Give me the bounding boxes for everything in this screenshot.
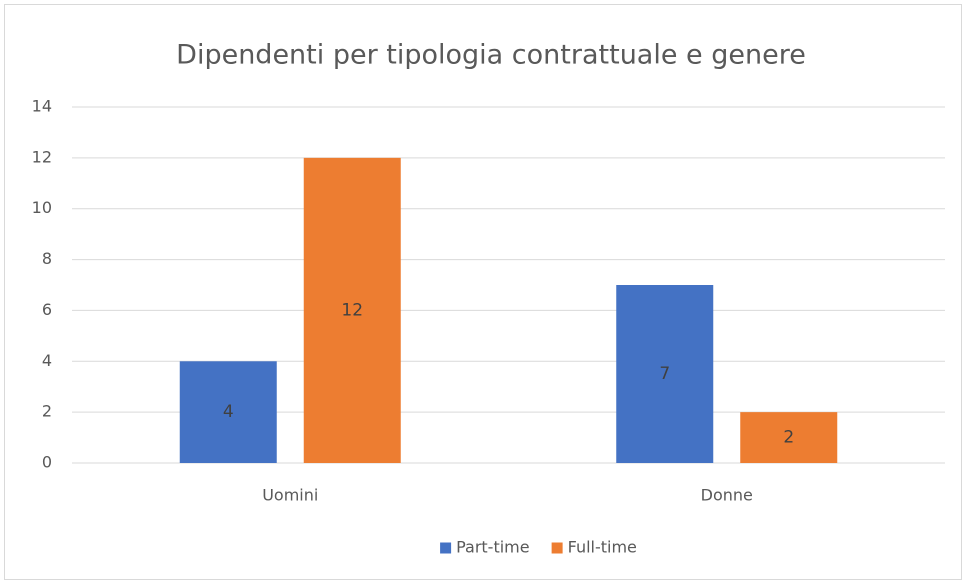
bar <box>303 157 401 463</box>
legend-label: Part-time <box>456 538 530 557</box>
y-tick-label: 4 <box>42 351 52 370</box>
x-tick-label: Uomini <box>262 486 318 505</box>
legend-swatch <box>551 542 563 554</box>
bar <box>740 412 838 463</box>
data-label: 7 <box>659 364 670 384</box>
bar <box>179 361 277 463</box>
y-tick-label: 2 <box>42 402 52 421</box>
y-tick-label: 8 <box>42 249 52 268</box>
y-tick-label: 6 <box>42 300 52 319</box>
bar <box>616 285 714 463</box>
y-tick-label: 10 <box>32 198 52 217</box>
y-tick-label: 14 <box>32 97 52 116</box>
legend-swatch <box>440 542 452 554</box>
legend-label: Full-time <box>568 538 637 557</box>
data-label: 12 <box>341 300 363 320</box>
y-tick-label: 0 <box>42 453 52 472</box>
data-label: 4 <box>223 402 234 422</box>
chart-title: Dipendenti per tipologia contrattuale e … <box>176 40 806 71</box>
x-tick-label: Donne <box>701 486 753 505</box>
y-tick-label: 12 <box>32 147 52 166</box>
chart-border <box>4 4 962 580</box>
data-label: 2 <box>783 428 794 448</box>
